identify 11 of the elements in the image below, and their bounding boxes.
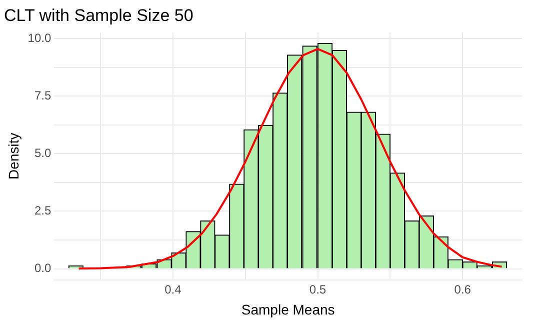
x-tick-label: 0.6 bbox=[454, 282, 472, 296]
chart-title: CLT with Sample Size 50 bbox=[4, 6, 194, 25]
y-axis-title: Density bbox=[5, 132, 22, 180]
y-tick-label: 2.5 bbox=[34, 204, 52, 218]
y-tick-label: 10.0 bbox=[28, 30, 52, 45]
x-tick-label: 0.4 bbox=[164, 282, 182, 296]
x-tick-label: 0.5 bbox=[309, 282, 326, 296]
x-axis-title: Sample Means bbox=[241, 301, 335, 318]
y-tick-label: 7.5 bbox=[34, 88, 52, 102]
y-tick-label: 5.0 bbox=[34, 146, 52, 160]
y-tick-label: 0.0 bbox=[34, 261, 52, 276]
